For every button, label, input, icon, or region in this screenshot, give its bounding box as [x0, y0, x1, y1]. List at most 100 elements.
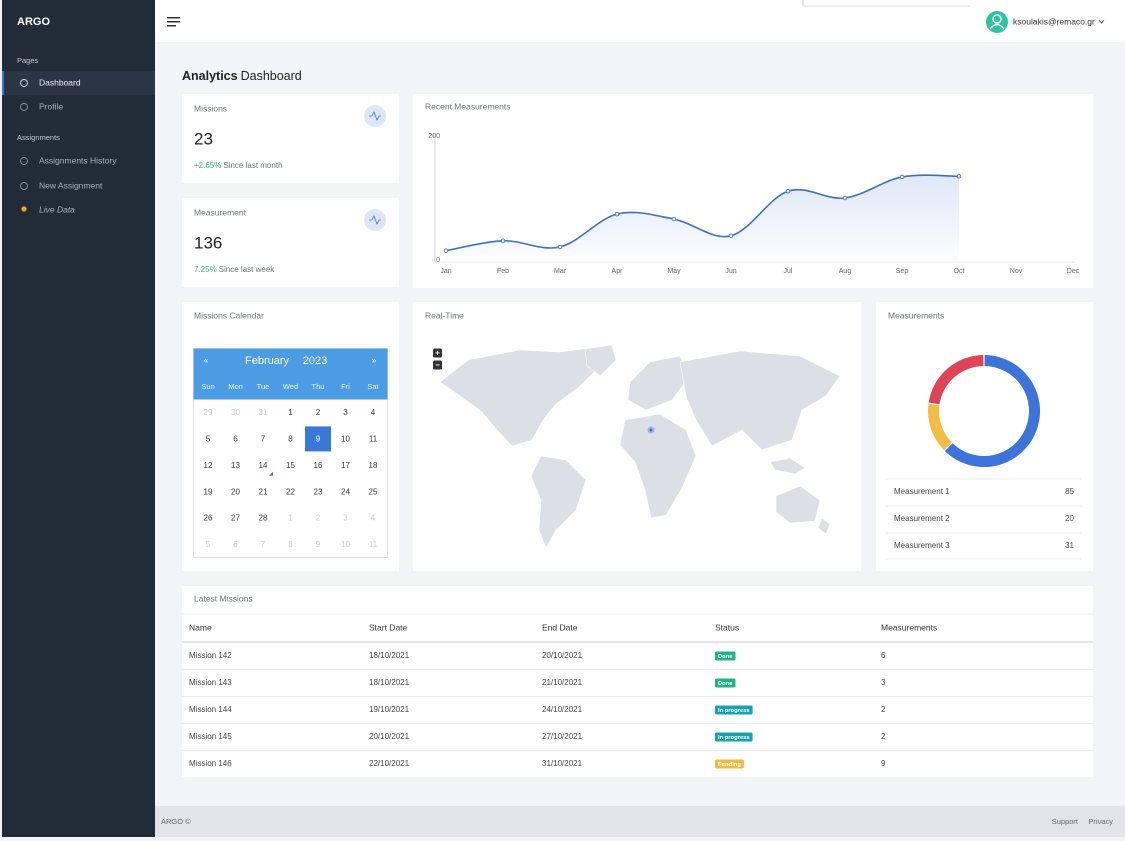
table-cell: 18/10/2021: [369, 651, 410, 660]
zoom-button[interactable]: [433, 348, 442, 358]
calendar-day[interactable]: 13: [231, 461, 240, 470]
calendar-day[interactable]: 30: [231, 408, 240, 417]
change-note: Since last month: [223, 161, 282, 170]
line-area: [446, 175, 959, 260]
stat-glyph: [369, 215, 381, 225]
calendar-day[interactable]: 14: [259, 461, 268, 470]
calendar-day[interactable]: 3: [343, 408, 348, 417]
calendar-day[interactable]: 8: [288, 540, 293, 549]
weekday: Fri: [341, 382, 350, 391]
calendar-day[interactable]: 5: [206, 435, 211, 444]
calendar-day[interactable]: 7: [261, 435, 266, 444]
nav-icon: [20, 79, 28, 87]
calendar-day[interactable]: 5: [206, 540, 211, 549]
card: [876, 302, 1093, 571]
nav-icon: [20, 182, 28, 190]
nav-item[interactable]: Profile: [39, 101, 63, 111]
table-cell: 24/10/2021: [542, 705, 583, 714]
weekday: Mon: [228, 382, 243, 391]
line-point: [785, 188, 791, 194]
calendar-day[interactable]: 22: [286, 487, 295, 496]
calendar-day[interactable]: 16: [314, 461, 323, 470]
user-avatar[interactable]: [986, 11, 1008, 33]
brand: ARGO: [17, 16, 50, 28]
map-marker[interactable]: [647, 426, 655, 434]
table-cell: 2: [881, 705, 886, 714]
table-header: Status: [715, 622, 739, 632]
calendar-next[interactable]: »: [372, 356, 377, 365]
calendar-day[interactable]: 9: [316, 435, 321, 444]
calendar-day[interactable]: 26: [204, 514, 213, 523]
calendar-day[interactable]: 9: [316, 540, 321, 549]
caret[interactable]: [1098, 19, 1105, 24]
nav-item[interactable]: Dashboard: [39, 77, 81, 87]
title-part: Analytics: [182, 69, 238, 83]
calendar-day[interactable]: 4: [371, 514, 376, 523]
calendar-day[interactable]: 6: [233, 435, 238, 444]
calendar-day[interactable]: 11: [369, 435, 378, 444]
footer-link[interactable]: Privacy: [1088, 817, 1113, 826]
calendar-day[interactable]: 31: [259, 408, 268, 417]
calendar-day[interactable]: 2: [316, 408, 321, 417]
menu-button[interactable]: [167, 17, 180, 27]
calendar-day[interactable]: 23: [314, 487, 323, 496]
y-tick-label: 200: [428, 133, 440, 140]
x-tick-label: Feb: [497, 268, 509, 275]
calendar-day[interactable]: 28: [259, 514, 268, 523]
calendar-day[interactable]: 19: [204, 487, 213, 496]
calendar-day[interactable]: 24: [341, 487, 350, 496]
calendar-day[interactable]: 20: [231, 487, 240, 496]
stat-icon: [364, 105, 386, 127]
calendar-day[interactable]: 1: [288, 408, 293, 417]
x-tick-label: Jan: [440, 268, 451, 275]
calendar-day[interactable]: 6: [233, 540, 238, 549]
calendar-day[interactable]: 27: [231, 514, 240, 523]
calendar-day[interactable]: 12: [204, 461, 213, 470]
calendar-day[interactable]: 2: [316, 514, 321, 523]
calendar-day[interactable]: 21: [259, 487, 268, 496]
x-tick-label: Oct: [954, 268, 965, 275]
zoom-label[interactable]: +: [435, 349, 440, 358]
calendar-day[interactable]: 17: [341, 461, 350, 470]
nav-item[interactable]: Assignments History: [39, 155, 117, 165]
nav-item[interactable]: Live Data: [39, 204, 75, 214]
table-cell: 3: [881, 678, 886, 687]
calendar-day[interactable]: 10: [341, 435, 350, 444]
card: [182, 586, 1093, 777]
change-value: +2.65%: [194, 161, 221, 170]
calendar-day[interactable]: 4: [371, 408, 376, 417]
calendar-day[interactable]: 7: [261, 540, 266, 549]
calendar-day[interactable]: 11: [369, 540, 378, 549]
zoom-label[interactable]: −: [435, 361, 440, 370]
calendar-day[interactable]: 3: [343, 514, 348, 523]
day-marker: [269, 471, 273, 476]
stat-value: 136: [194, 233, 222, 252]
calendar-day[interactable]: 15: [286, 461, 295, 470]
x-tick-label: Sep: [896, 268, 909, 275]
world-map: [439, 344, 841, 549]
line-point: [956, 174, 962, 179]
footer-brand: ARGO ©: [161, 817, 191, 826]
calendar-day[interactable]: 10: [341, 540, 350, 549]
calendar-day[interactable]: 8: [288, 435, 293, 444]
user-email[interactable]: ksoulakis@remaco.gr: [1013, 16, 1095, 26]
table-cell: Mission 146: [189, 759, 232, 768]
calendar-day[interactable]: 25: [369, 487, 378, 496]
footer-link[interactable]: Support: [1052, 817, 1079, 826]
table-cell: Mission 142: [189, 651, 232, 660]
nav-item[interactable]: New Assignment: [39, 180, 103, 190]
status-label: In progress: [718, 735, 750, 741]
nav-dot: [21, 206, 27, 212]
page-title: Analytics Dashboard: [182, 69, 302, 83]
line-point: [614, 211, 620, 217]
calendar-prev[interactable]: «: [204, 356, 209, 365]
status-label: Done: [718, 654, 733, 660]
x-tick-label: Jul: [784, 268, 793, 275]
calendar-day[interactable]: 29: [204, 408, 213, 417]
calendar-day[interactable]: 1: [288, 514, 293, 523]
calendar-day[interactable]: 18: [369, 461, 378, 470]
section-title: Assignments: [17, 133, 60, 142]
donut-slice: [928, 403, 952, 451]
status-badge: [715, 678, 736, 688]
zoom-button[interactable]: [433, 360, 442, 370]
